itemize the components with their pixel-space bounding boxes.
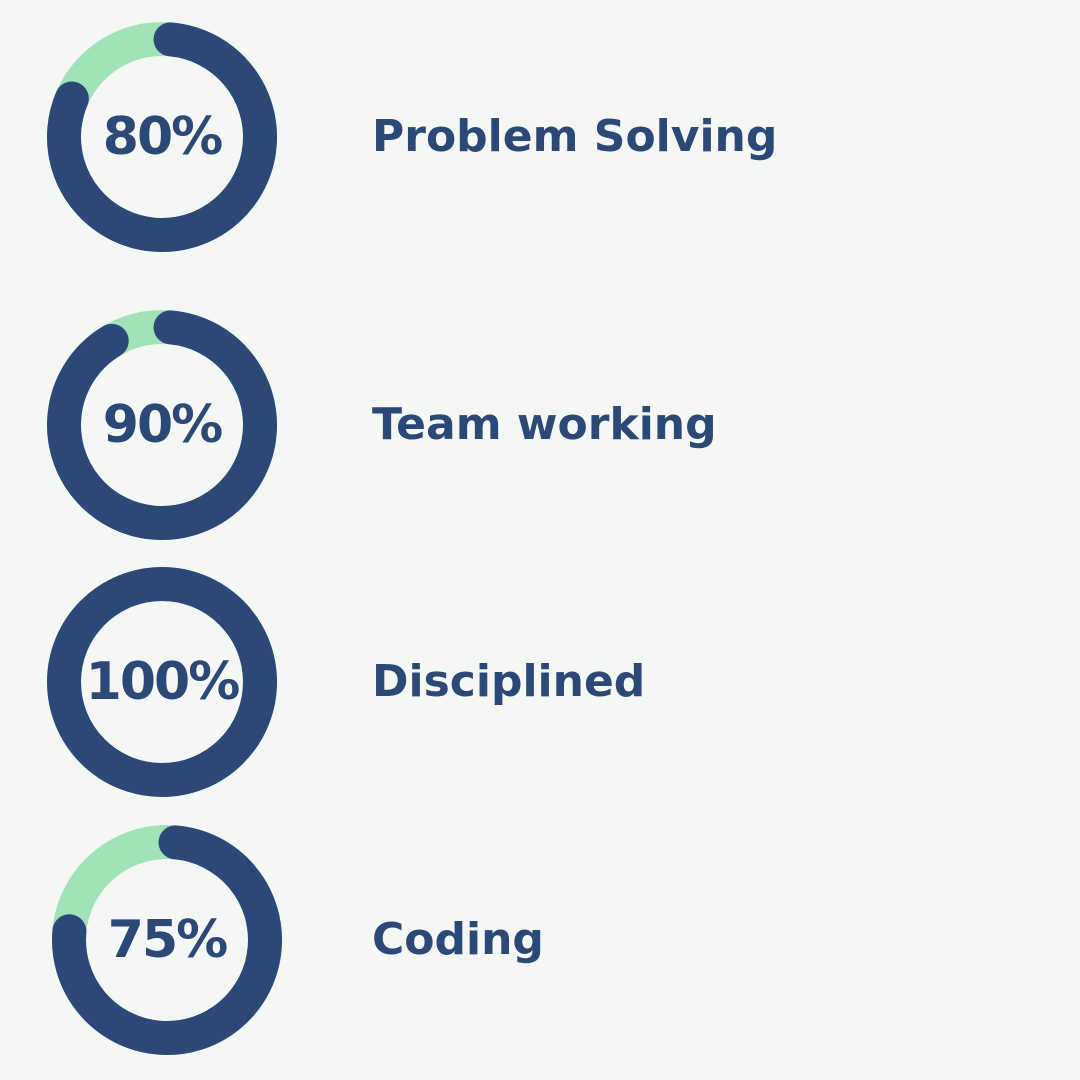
progress-ring: 100%	[42, 562, 282, 802]
ring-progress-arc	[47, 567, 277, 797]
skill-row: 80% Problem Solving	[0, 17, 1080, 257]
progress-ring: 90%	[42, 305, 282, 545]
ring-svg	[47, 567, 277, 797]
ring-svg	[47, 22, 277, 252]
percent-value: 80%	[102, 107, 223, 167]
ring-svg	[52, 825, 282, 1055]
skill-label: Team working	[372, 399, 717, 450]
skill-label: Problem Solving	[372, 111, 778, 162]
ring-progress-arc	[47, 310, 277, 540]
progress-ring: 80%	[42, 17, 282, 257]
ring-progress-arc	[52, 825, 282, 1055]
progress-ring: 75%	[47, 820, 287, 1060]
skill-row: 75% Coding	[0, 820, 1080, 1060]
ring-progress-arc	[47, 22, 277, 252]
skill-label: Coding	[372, 914, 544, 965]
percent-value: 90%	[102, 395, 223, 455]
skill-row: 100% Disciplined	[0, 562, 1080, 802]
skill-row: 90% Team working	[0, 305, 1080, 545]
percent-value: 75%	[107, 910, 228, 970]
ring-svg	[47, 310, 277, 540]
skill-label: Disciplined	[372, 656, 646, 707]
percent-value: 100%	[85, 652, 241, 712]
